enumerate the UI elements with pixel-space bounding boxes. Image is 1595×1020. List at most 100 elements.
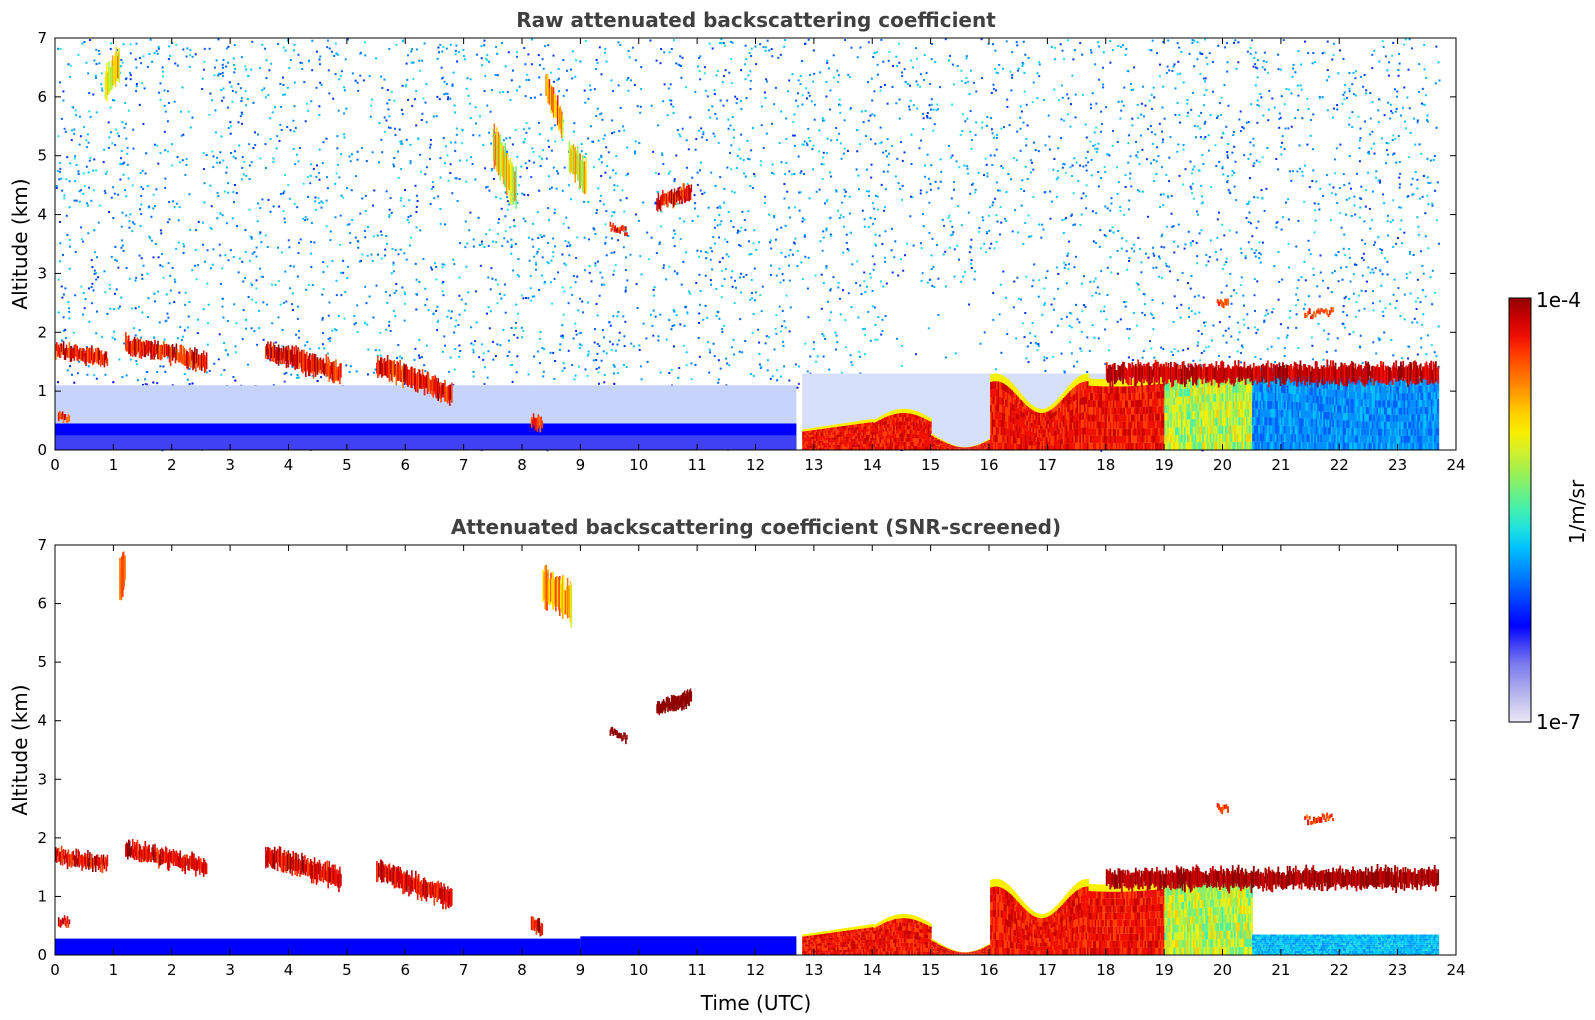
noise-speckle <box>718 205 721 208</box>
noise-speckle <box>1153 96 1156 99</box>
noise-speckle <box>964 271 966 273</box>
noise-speckle <box>1245 121 1248 124</box>
noise-speckle <box>1047 114 1050 117</box>
noise-speckle <box>1361 274 1364 277</box>
noise-speckle <box>1135 154 1138 157</box>
noise-speckle <box>316 380 319 382</box>
noise-speckle <box>346 223 349 226</box>
noise-speckle <box>1095 212 1098 215</box>
noise-speckle <box>730 346 733 349</box>
noise-speckle <box>223 190 226 193</box>
noise-speckle <box>605 60 608 63</box>
noise-speckle <box>807 136 810 139</box>
noise-speckle <box>754 45 757 48</box>
noise-speckle <box>578 343 581 346</box>
noise-speckle <box>183 373 186 376</box>
noise-speckle <box>120 58 123 61</box>
noise-speckle <box>614 172 617 175</box>
noise-speckle <box>1017 231 1020 234</box>
noise-speckle <box>420 119 423 121</box>
noise-speckle <box>1197 341 1199 344</box>
noise-speckle <box>658 241 661 244</box>
noise-speckle <box>458 276 461 279</box>
noise-speckle <box>474 178 477 181</box>
noise-speckle <box>1238 331 1241 334</box>
noise-speckle <box>1111 49 1114 52</box>
noise-speckle <box>221 297 224 300</box>
noise-speckle <box>215 59 218 62</box>
noise-speckle <box>329 337 332 340</box>
noise-speckle <box>988 229 991 232</box>
noise-speckle <box>1378 60 1381 63</box>
noise-speckle <box>619 199 622 202</box>
noise-speckle <box>667 172 670 175</box>
noise-speckle <box>290 373 293 376</box>
noise-speckle <box>827 67 830 70</box>
noise-speckle <box>269 137 272 140</box>
noise-speckle <box>1032 168 1035 171</box>
noise-speckle <box>233 201 235 204</box>
noise-speckle <box>353 323 356 326</box>
noise-speckle <box>1057 287 1060 290</box>
noise-speckle <box>238 144 241 147</box>
noise-speckle <box>1130 89 1133 91</box>
noise-speckle <box>380 75 383 78</box>
noise-speckle <box>1154 133 1157 136</box>
noise-speckle <box>498 91 501 94</box>
noise-speckle <box>1292 67 1294 70</box>
noise-speckle <box>1050 331 1053 334</box>
noise-speckle <box>1361 239 1364 242</box>
noise-speckle <box>561 253 564 256</box>
noise-speckle <box>1278 118 1281 121</box>
noise-speckle <box>459 350 462 352</box>
noise-speckle <box>1227 188 1230 191</box>
noise-speckle <box>1063 218 1066 221</box>
noise-speckle <box>587 137 590 140</box>
noise-speckle <box>245 318 247 321</box>
noise-speckle <box>104 373 107 376</box>
noise-speckle <box>1253 196 1256 199</box>
noise-speckle <box>1108 154 1111 157</box>
noise-speckle <box>1237 41 1240 44</box>
noise-speckle <box>237 83 240 85</box>
noise-speckle <box>524 162 527 165</box>
noise-speckle <box>318 105 321 108</box>
noise-speckle <box>1223 234 1226 237</box>
noise-speckle <box>634 59 637 62</box>
noise-speckle <box>1053 46 1056 49</box>
noise-speckle <box>248 143 251 146</box>
noise-speckle <box>257 202 260 205</box>
noise-speckle <box>127 109 130 112</box>
noise-speckle <box>1073 266 1076 269</box>
noise-speckle <box>142 264 145 267</box>
noise-speckle <box>274 341 277 344</box>
noise-speckle <box>126 146 129 149</box>
noise-speckle <box>1358 216 1361 219</box>
noise-speckle <box>679 55 682 58</box>
noise-speckle <box>598 382 600 385</box>
noise-speckle <box>532 245 535 248</box>
noise-speckle <box>991 132 994 135</box>
noise-speckle <box>1032 141 1035 144</box>
noise-speckle <box>551 302 554 305</box>
noise-speckle <box>271 111 274 114</box>
noise-speckle <box>335 172 338 175</box>
noise-speckle <box>107 146 110 149</box>
noise-speckle <box>923 54 926 56</box>
noise-speckle <box>298 336 301 339</box>
noise-speckle <box>410 61 413 64</box>
noise-speckle <box>1247 221 1250 224</box>
noise-speckle <box>1418 90 1420 93</box>
noise-speckle <box>1195 136 1197 139</box>
noise-speckle <box>1125 240 1128 243</box>
noise-speckle <box>103 270 106 273</box>
noise-speckle <box>345 107 348 110</box>
noise-speckle <box>113 292 116 295</box>
noise-speckle <box>809 355 812 358</box>
noise-speckle <box>613 251 616 254</box>
noise-speckle <box>1038 223 1041 226</box>
noise-speckle <box>125 77 128 80</box>
noise-speckle <box>760 365 763 368</box>
noise-speckle <box>1416 121 1419 124</box>
noise-speckle <box>128 220 131 223</box>
